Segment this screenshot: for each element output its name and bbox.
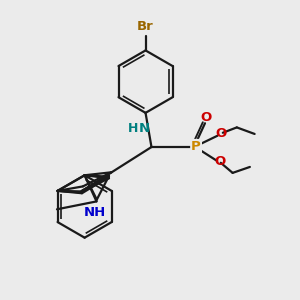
Text: H: H <box>128 122 138 135</box>
Text: O: O <box>201 111 212 124</box>
Text: O: O <box>215 127 227 140</box>
Text: NH: NH <box>84 206 106 219</box>
Text: P: P <box>191 140 201 153</box>
Text: Br: Br <box>137 20 154 34</box>
Text: N: N <box>139 122 150 135</box>
Text: O: O <box>214 155 226 168</box>
